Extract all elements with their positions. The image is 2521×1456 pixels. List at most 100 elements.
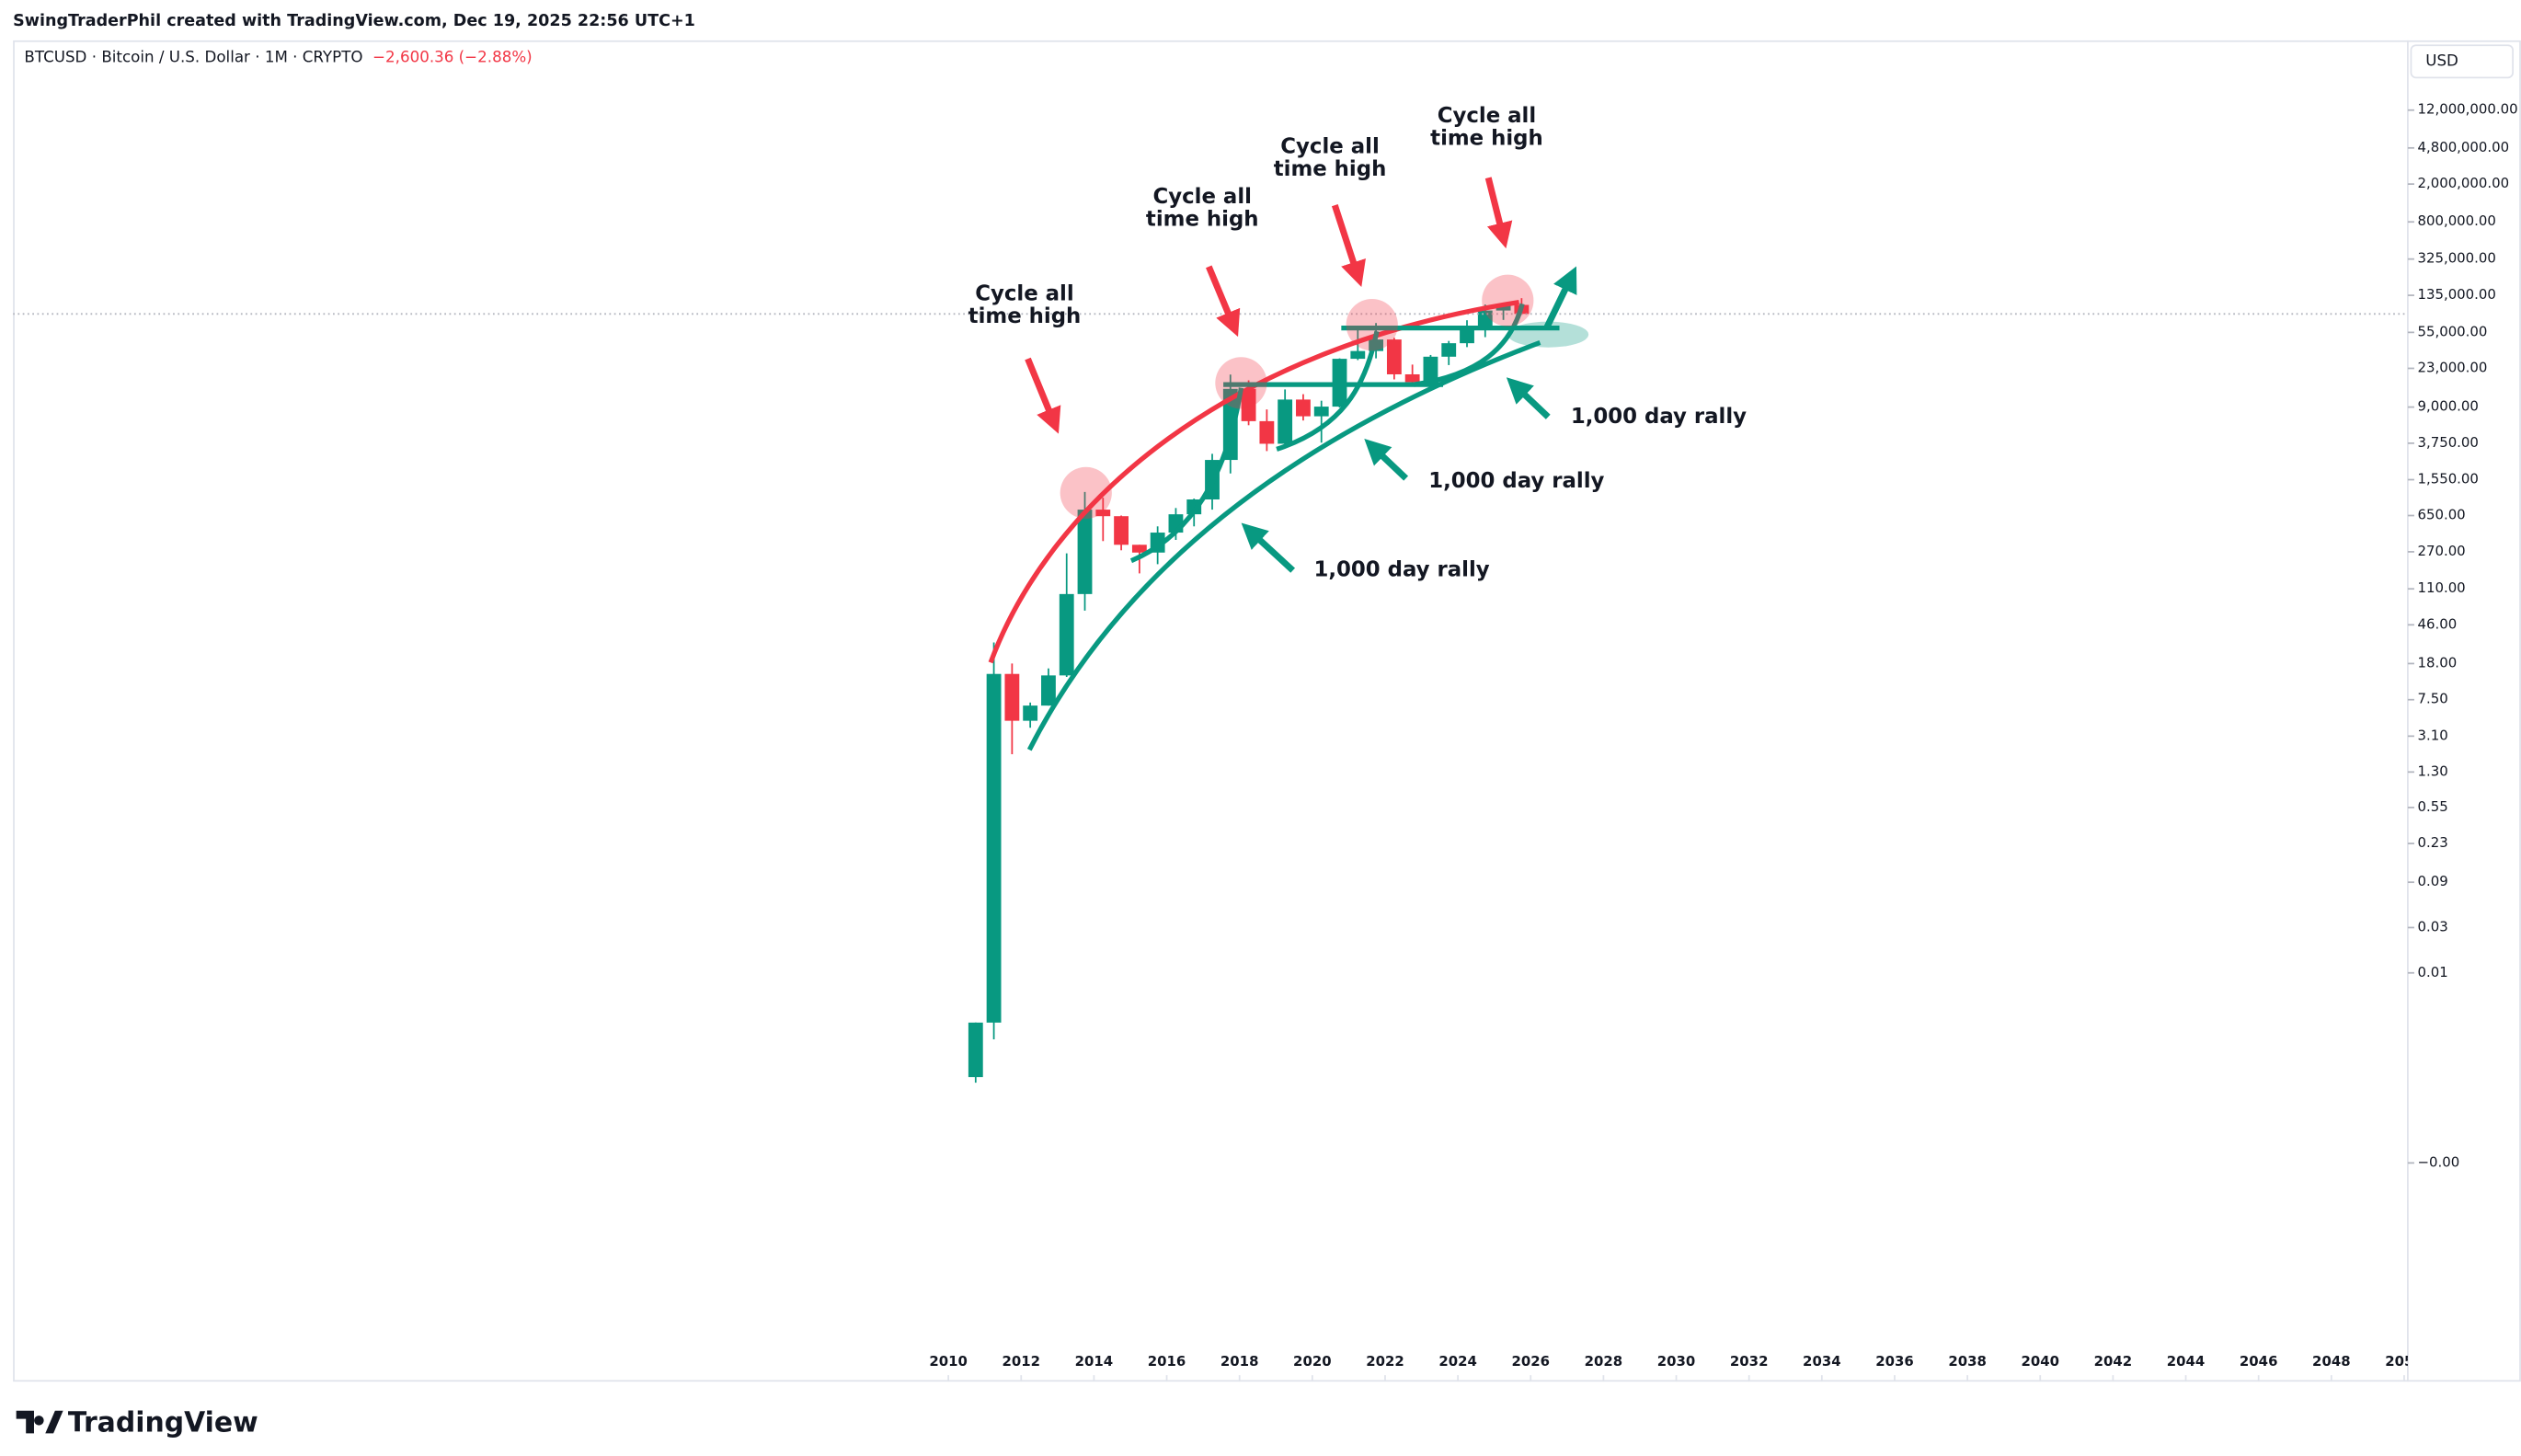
- green-arrow: [1506, 377, 1551, 419]
- y-tick-label: 3.10: [2417, 727, 2447, 743]
- price-change: −2,600.36 (−2.88%): [372, 49, 533, 66]
- candle-body: [1404, 373, 1420, 383]
- green-arc: [1276, 330, 1380, 452]
- y-tick-label: 4,800,000.00: [2417, 139, 2509, 155]
- x-tick-label: 2034: [1803, 1353, 1841, 1370]
- y-tick-label: 800,000.00: [2417, 212, 2495, 229]
- y-tick-label: 135,000.00: [2417, 286, 2495, 303]
- red-arrow: [1025, 357, 1061, 434]
- brand-logo: TradingView: [16, 1406, 258, 1439]
- currency-button[interactable]: [2410, 44, 2515, 79]
- red-arrow: [1206, 265, 1241, 338]
- candle-body: [1495, 304, 1511, 311]
- cycle-label: Cycle all: [1280, 134, 1379, 158]
- y-tick-label: 110.00: [2417, 579, 2465, 596]
- y-tick-label: 1.30: [2417, 762, 2447, 779]
- candle-body: [1441, 343, 1457, 357]
- symbol-title: BTCUSD · Bitcoin / U.S. Dollar · 1M · CR…: [24, 49, 362, 66]
- currency-label[interactable]: USD: [2425, 52, 2458, 69]
- ath-circle: [1482, 274, 1534, 327]
- ath-circle: [1215, 357, 1267, 409]
- x-tick-label: 2038: [1948, 1353, 1987, 1370]
- green-arc: [1026, 340, 1541, 751]
- candle-body: [1041, 675, 1056, 706]
- cycle-label: time high: [1274, 157, 1387, 181]
- cycle-label: Cycle all: [1438, 104, 1536, 128]
- y-tick-label: 270.00: [2417, 543, 2465, 559]
- x-tick-label: 2012: [1002, 1353, 1040, 1370]
- cycle-label: Cycle all: [1153, 185, 1252, 209]
- chart-frame: [13, 40, 2521, 1382]
- red-arrow: [1484, 177, 1513, 249]
- candle-body: [1241, 388, 1256, 421]
- y-tick-label: 12,000,000.00: [2417, 101, 2517, 118]
- y-tick-label: 7.50: [2417, 691, 2447, 707]
- up-arrow: [1543, 266, 1577, 330]
- candle-body: [1023, 705, 1038, 721]
- x-tick-label: 2018: [1220, 1353, 1259, 1370]
- candle-body: [968, 1022, 983, 1078]
- x-tick-label: 2028: [1585, 1353, 1623, 1370]
- highlight-ellipse: [1507, 321, 1589, 348]
- x-tick-label: 2036: [1875, 1353, 1914, 1370]
- candle-body: [1477, 310, 1493, 327]
- x-tick-label: 2016: [1148, 1353, 1186, 1370]
- candle-body: [1313, 407, 1329, 417]
- rally-label: 1,000 day rally: [1428, 469, 1604, 493]
- candle-body: [986, 673, 1002, 1023]
- candle-body: [1259, 420, 1275, 444]
- ath-circle: [1346, 299, 1398, 351]
- x-tick-label: 2010: [929, 1353, 968, 1370]
- candle-body: [1131, 545, 1147, 553]
- candle-body: [1386, 339, 1402, 374]
- green-arrow: [1364, 438, 1409, 481]
- y-tick-label: 1,550.00: [2417, 471, 2478, 487]
- x-tick-label: 2042: [2094, 1353, 2133, 1370]
- candle-body: [1278, 399, 1293, 444]
- cycle-label: Cycle all: [975, 281, 1073, 305]
- green-arc: [1129, 387, 1244, 564]
- red-arrow: [1331, 204, 1366, 288]
- candle-body: [1296, 399, 1311, 417]
- logo-icon: [16, 1410, 63, 1434]
- rally-label: 1,000 day rally: [1571, 405, 1747, 429]
- y-tick-label: 325,000.00: [2417, 250, 2495, 267]
- x-tick-label: 2022: [1366, 1353, 1404, 1370]
- x-tick-label: 2050: [2385, 1353, 2424, 1370]
- y-tick-label: 2,000,000.00: [2417, 175, 2509, 191]
- plot-area: [13, 298, 2408, 1083]
- y-tick-label: 18.00: [2417, 654, 2457, 671]
- x-tick-label: 2046: [2240, 1353, 2278, 1370]
- candle-body: [1114, 516, 1129, 545]
- x-tick-label: 2048: [2312, 1353, 2351, 1370]
- x-axis: 2010 2012 2014 2016 2018 2020 2022 2024 2026 2028…: [929, 1353, 2424, 1382]
- y-tick-label: 0.03: [2417, 918, 2447, 934]
- x-tick-label: 2040: [2021, 1353, 2059, 1370]
- y-tick-label: 46.00: [2417, 615, 2457, 632]
- y-tick-label: 0.23: [2417, 834, 2447, 851]
- header-text: SwingTraderPhil created with TradingView…: [13, 12, 695, 30]
- candle-body: [1460, 327, 1474, 344]
- candle-body: [1095, 510, 1111, 517]
- y-tick-label: 0.01: [2417, 964, 2447, 980]
- green-arrow: [1241, 522, 1296, 573]
- cycle-label: time high: [968, 304, 1082, 328]
- ath-circle: [1060, 466, 1112, 519]
- candle-body: [1423, 356, 1438, 383]
- candle-body: [1059, 593, 1074, 676]
- y-tick-label: 0.09: [2417, 873, 2447, 889]
- x-tick-label: 2026: [1511, 1353, 1550, 1370]
- y-tick-label: 9,000.00: [2417, 398, 2478, 415]
- y-tick-label: 23,000.00: [2417, 359, 2487, 375]
- x-tick-label: 2014: [1075, 1353, 1114, 1370]
- brand-text: TradingView: [68, 1406, 258, 1439]
- cycle-label: time high: [1430, 127, 1543, 151]
- candle-body: [1004, 673, 1020, 721]
- x-tick-label: 2020: [1293, 1353, 1332, 1370]
- candle-body: [1350, 350, 1366, 360]
- y-tick-label: 0.55: [2417, 798, 2447, 815]
- cycle-label: time high: [1146, 207, 1259, 231]
